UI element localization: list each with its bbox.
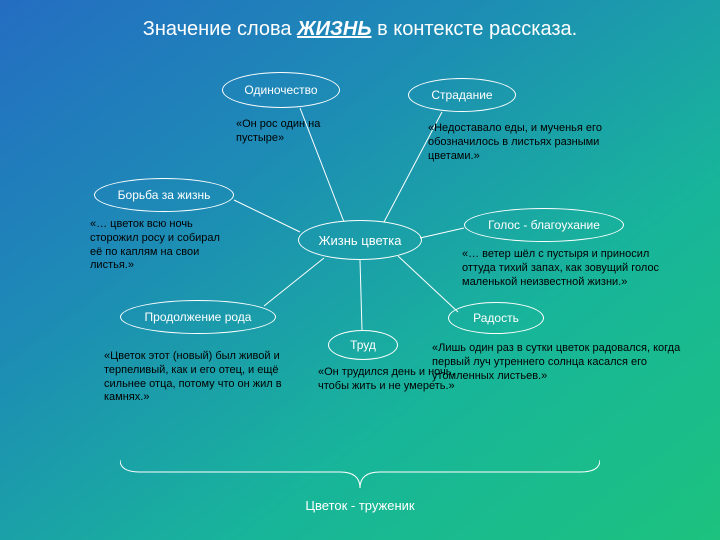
quote-struggle: «… цветок всю ночь сторожил росу и собир… [90, 218, 230, 273]
node-loneliness: Одиночество [222, 72, 340, 108]
title-prefix: Значение слова [143, 18, 297, 40]
node-joy: Радость [448, 302, 544, 334]
page-title: Значение слова ЖИЗНЬ в контексте рассказ… [0, 18, 720, 41]
quote-continuation: «Цветок этот (новый) был живой и терпели… [104, 350, 314, 405]
title-keyword: ЖИЗНЬ [297, 18, 371, 40]
node-labor: Труд [328, 330, 398, 360]
title-suffix: в контексте рассказа. [372, 18, 578, 40]
node-voice: Голос - благоухание [464, 208, 624, 242]
center-node: Жизнь цветка [298, 220, 422, 260]
quote-labor: «Он трудился день и ночь, чтобы жить и н… [318, 366, 458, 394]
quote-voice: «… ветер шёл с пустыря и приносил оттуда… [462, 248, 672, 289]
node-suffering: Страдание [408, 78, 516, 112]
quote-loneliness: «Он рос один на пустыре» [236, 118, 366, 146]
quote-joy: «Лишь один раз в сутки цветок радовался,… [432, 342, 682, 383]
node-continuation: Продолжение рода [120, 300, 276, 334]
summary-bracket [120, 460, 600, 495]
node-struggle: Борьба за жизнь [94, 178, 234, 212]
conclusion-label: Цветок - труженик [0, 498, 720, 513]
quote-suffering: «Недоставало еды, и мученья его обозначи… [428, 122, 608, 163]
